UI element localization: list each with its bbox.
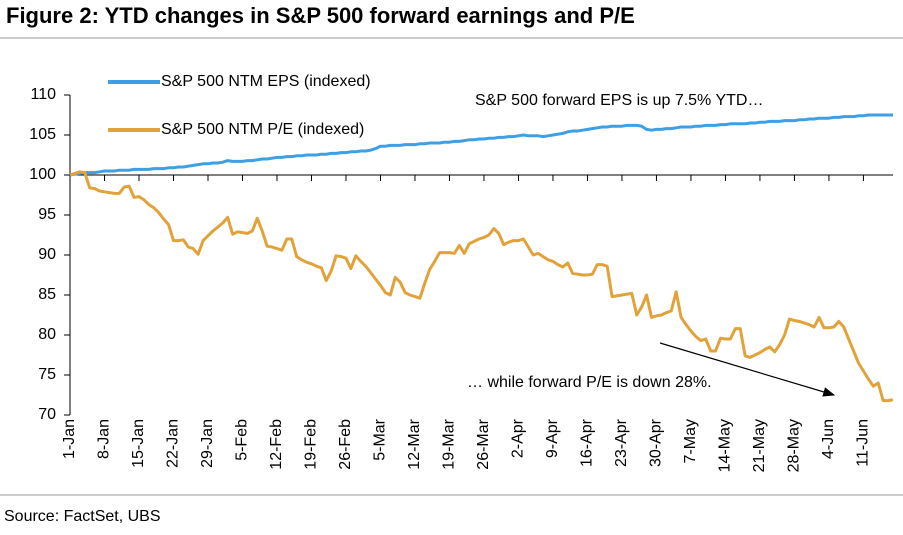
source: Source: FactSet, UBS <box>4 508 161 525</box>
y-tick-label: 85 <box>38 286 56 303</box>
x-tick-label: 8-Jan <box>96 419 113 459</box>
x-tick-label: 19-Feb <box>303 419 320 470</box>
x-tick-label: 9-Apr <box>544 418 561 458</box>
x-tick-label: 11-Jun <box>855 419 872 467</box>
x-tick-label: 12-Feb <box>268 419 285 470</box>
x-tick-label: 26-Feb <box>337 419 354 470</box>
series-line <box>69 170 894 403</box>
series-line <box>69 113 893 177</box>
x-tick-label: 26-Mar <box>475 418 492 469</box>
x-tick-label: 28-May <box>786 419 803 472</box>
x-tick-label: 5-Mar <box>372 418 389 460</box>
y-tick-label: 105 <box>29 126 56 143</box>
y-tick-label: 110 <box>30 86 56 103</box>
annotation: … while forward P/E is down 28%. <box>467 374 712 391</box>
x-tick-label: 22-Jan <box>165 419 182 468</box>
x-tick-label: 12-Mar <box>406 418 423 469</box>
x-tick-label: 2-Apr <box>510 418 527 458</box>
x-tick-label: 30-Apr <box>648 418 665 467</box>
x-tick-label: 14-May <box>717 419 734 472</box>
chart-title: Figure 2: YTD changes in S&P 500 forward… <box>6 3 635 28</box>
legend-label: S&P 500 NTM P/E (indexed) <box>161 121 364 138</box>
x-tick-label: 29-Jan <box>199 419 216 468</box>
y-tick-label: 75 <box>38 366 56 383</box>
x-tick-label: 19-Mar <box>441 418 458 469</box>
annotation: S&P 500 forward EPS is up 7.5% YTD… <box>475 92 763 109</box>
y-tick-label: 100 <box>29 166 56 183</box>
x-tick-label: 4-Jun <box>820 419 837 459</box>
arrow <box>659 342 836 397</box>
x-tick-label: 21-May <box>751 419 768 472</box>
x-tick-label: 1-Jan <box>61 419 78 459</box>
x-tick-label: 23-Apr <box>613 418 630 467</box>
y-tick-label: 90 <box>38 246 56 263</box>
y-tick-label: 80 <box>38 326 56 343</box>
x-tick-label: 15-Jan <box>130 419 147 468</box>
y-tick-label: 95 <box>38 206 56 223</box>
x-tick-label: 7-May <box>682 419 699 463</box>
x-tick-label: 16-Apr <box>579 418 596 467</box>
legend-label: S&P 500 NTM EPS (indexed) <box>161 73 371 90</box>
x-tick-label: 5-Feb <box>234 419 251 461</box>
y-tick-label: 70 <box>38 406 56 423</box>
